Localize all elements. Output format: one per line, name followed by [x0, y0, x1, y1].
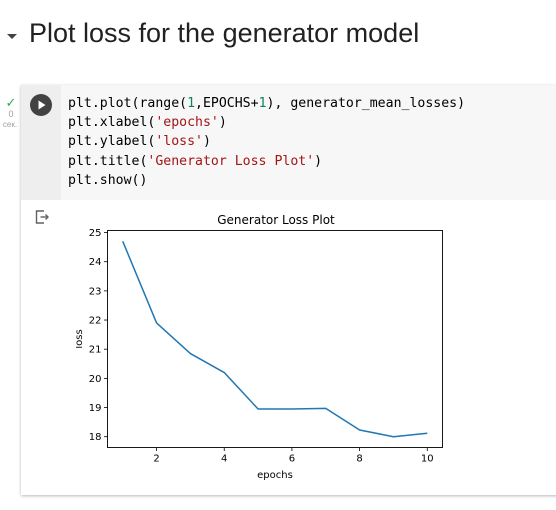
y-tick-label: 24	[89, 257, 102, 268]
code-line: plt.show()	[68, 171, 465, 190]
section-title: Plot loss for the generator model	[29, 18, 420, 48]
x-tick-label: 6	[289, 454, 295, 465]
code-token: )	[314, 153, 323, 169]
checkmark-icon: ✓	[5, 95, 17, 110]
code-token: 1	[258, 96, 267, 111]
code-token: )	[202, 134, 211, 150]
y-tick-label: 22	[89, 316, 102, 327]
x-axis-label: epochs	[257, 470, 293, 481]
code-token: 'Generator Loss Plot'	[147, 153, 315, 169]
cell-gutter	[21, 85, 61, 200]
code-token: )	[218, 115, 227, 131]
y-tick-label: 19	[89, 403, 102, 414]
code-token: 1	[187, 96, 196, 111]
code-editor[interactable]: plt.plot(range(1,EPOCHS+1), generator_me…	[61, 85, 556, 200]
x-tick-label: 2	[153, 454, 159, 465]
chart-title: Generator Loss Plot	[217, 213, 335, 227]
code-token: plt.show()	[68, 172, 148, 188]
collapse-caret-icon[interactable]	[4, 28, 20, 44]
code-token: plt.ylabel(	[68, 134, 156, 150]
code-line: plt.plot(range(1,EPOCHS+1), generator_me…	[68, 94, 465, 113]
x-tick-label: 8	[356, 454, 362, 465]
code-token: plt.xlabel(	[68, 115, 156, 131]
execution-duration-unit: сек.	[2, 120, 18, 129]
y-axis-label: loss	[76, 329, 85, 348]
y-tick-label: 23	[89, 286, 102, 297]
y-tick-label: 18	[89, 432, 102, 443]
x-tick-label: 4	[221, 454, 227, 465]
code-line: plt.ylabel('loss')	[68, 132, 465, 151]
code-token: ), generator_mean_losses)	[266, 96, 466, 111]
y-tick-label: 25	[89, 228, 102, 239]
code-token: 'loss'	[155, 134, 203, 150]
series-line	[122, 241, 428, 438]
code-token: ,EPOCHS+	[195, 96, 259, 111]
run-cell-button[interactable]	[30, 94, 52, 116]
x-tick-label: 10	[421, 454, 434, 465]
code-lines: plt.plot(range(1,EPOCHS+1), generator_me…	[68, 94, 465, 190]
y-tick-label: 21	[89, 345, 102, 356]
section-header: Plot loss for the generator model	[0, 14, 556, 58]
execution-status: ✓ 0 сек.	[2, 96, 20, 130]
code-line: plt.title('Generator Loss Plot')	[68, 152, 465, 171]
code-line: plt.xlabel('epochs')	[68, 113, 465, 132]
code-token: plt.title(	[68, 153, 148, 169]
code-token: 'epochs'	[155, 115, 219, 131]
y-tick-label: 20	[89, 374, 102, 385]
execution-duration: 0	[8, 109, 14, 119]
play-icon	[38, 100, 46, 110]
plot-frame	[107, 230, 443, 448]
code-cell: plt.plot(range(1,EPOCHS+1), generator_me…	[21, 85, 556, 495]
code-token: plt.plot(range(	[68, 96, 188, 111]
output-redirect-icon[interactable]	[34, 209, 50, 225]
